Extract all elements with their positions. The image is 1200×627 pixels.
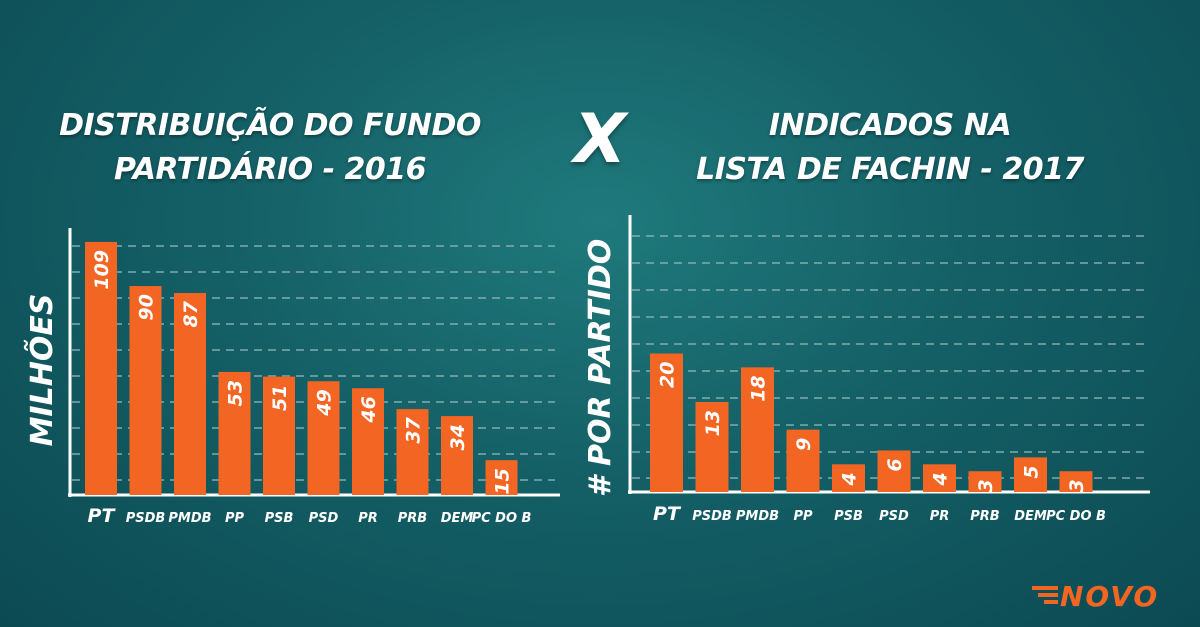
bar-psd: [307, 381, 340, 495]
left-title-line-1: DISTRIBUIÇÃO DO FUNDO: [59, 108, 481, 143]
bar-psdb: [129, 286, 162, 495]
bar-value-label: 5: [1021, 465, 1043, 478]
bar-value-label: 46: [358, 396, 380, 423]
bar-value-label: 4: [839, 472, 861, 486]
bar-pr: [352, 388, 384, 495]
category-label: PSD: [309, 511, 339, 526]
bar-value-label: 37: [403, 416, 425, 443]
bar-dem: [441, 416, 473, 495]
bar-value-label: 53: [225, 380, 247, 406]
category-label: PC DO B: [1046, 509, 1106, 524]
bar-psd: [877, 450, 911, 492]
bar-value-label: 13: [702, 410, 724, 436]
right-title-line-1: INDICADOS NA: [768, 108, 1012, 143]
category-label: PRB: [398, 511, 428, 526]
logo-text: NOVO: [1060, 580, 1159, 610]
category-label: PP: [225, 511, 245, 526]
bar-value-label: 3: [975, 479, 997, 492]
category-label: PMDB: [736, 509, 779, 524]
bar-value-label: 87: [180, 300, 202, 327]
bar-dem: [1014, 457, 1047, 492]
bar-pmdb: [174, 293, 206, 495]
bar-pp: [218, 371, 251, 495]
bar-psdb: [695, 401, 729, 492]
bar-psb: [832, 464, 865, 492]
bar-pc-do-b: [1059, 471, 1093, 492]
y-axis-label: # POR PARTIDO: [583, 239, 618, 498]
category-label: PSDB: [692, 509, 732, 524]
bar-pc-do-b: [485, 460, 518, 495]
bar-pp: [786, 429, 820, 492]
bar-prb: [968, 471, 1002, 492]
bar-pt: [85, 241, 117, 495]
fundo-partidario-bar-chart: MILHÕES 109 PT 90 PSDB 87 PMDB 53 PP 51 PSB 49 PSD 46…: [23, 241, 555, 527]
category-label: PP: [793, 509, 813, 524]
bar-value-label: 3: [1066, 479, 1088, 492]
novo-logo: NOVO: [1032, 580, 1159, 610]
bar-value-label: 51: [269, 385, 291, 411]
category-label: PC DO B: [472, 511, 532, 526]
versus-mark: X: [573, 100, 627, 179]
bar-value-label: 49: [314, 389, 336, 416]
category-label: PSB: [834, 509, 863, 524]
category-label: PSB: [265, 511, 294, 526]
y-axis-label: MILHÕES: [23, 294, 60, 447]
category-label: PR: [930, 509, 950, 524]
category-label: PMDB: [168, 511, 211, 526]
bar-value-label: 109: [91, 250, 113, 290]
bar-psb: [263, 376, 295, 495]
bar-value-label: 9: [793, 438, 815, 451]
bar-value-label: 20: [657, 362, 679, 388]
bar-value-label: 18: [748, 375, 770, 401]
category-label: PT: [653, 503, 682, 525]
right-title-line-2: LISTA DE FACHIN - 2017: [696, 152, 1084, 187]
right-chart-title: INDICADOS NA LISTA DE FACHIN - 2017: [660, 104, 1120, 192]
category-label: PSDB: [126, 511, 166, 526]
category-label: DEM: [441, 511, 474, 526]
left-chart-title: DISTRIBUIÇÃO DO FUNDO PARTIDÁRIO - 2016: [40, 104, 500, 192]
category-label: PSD: [879, 509, 909, 524]
category-label: PT: [88, 505, 117, 527]
category-label: DEM: [1014, 509, 1047, 524]
bar-value-label: 4: [930, 472, 952, 486]
bar-value-label: 90: [136, 294, 158, 320]
bar-pr: [923, 464, 956, 492]
category-label: PR: [358, 511, 378, 526]
bar-pt: [650, 353, 683, 492]
bar-value-label: 6: [884, 458, 906, 471]
category-label: PRB: [970, 509, 1000, 524]
bar-prb: [396, 409, 429, 495]
bar-pmdb: [741, 367, 774, 492]
bar-value-label: 34: [447, 424, 469, 450]
bar-value-label: 15: [492, 468, 514, 494]
left-title-line-2: PARTIDÁRIO - 2016: [113, 152, 427, 187]
